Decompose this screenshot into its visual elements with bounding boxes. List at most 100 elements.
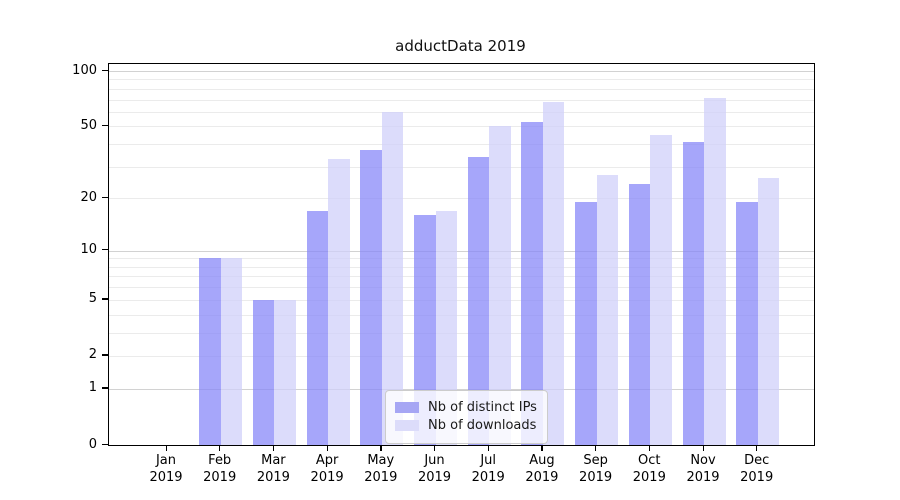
bar-downloads <box>435 210 457 445</box>
y-tick-mark <box>101 354 108 356</box>
gridline-minor <box>109 111 814 113</box>
x-tick-mark <box>272 445 275 452</box>
x-tick-year: 2019 <box>149 469 183 485</box>
gridline-minor <box>109 276 814 278</box>
y-tick-label: 2 <box>88 347 97 363</box>
bar-downloads <box>381 111 404 445</box>
x-tick-label: Nov 2019 <box>671 453 735 486</box>
x-tick-label: Mar 2019 <box>241 453 305 486</box>
gridline-minor <box>109 88 814 90</box>
legend-label-distinct-ips: Nb of distinct IPs <box>428 400 537 415</box>
y-tick-label: 1 <box>88 380 97 396</box>
x-tick-year: 2019 <box>525 469 559 485</box>
gridline-minor <box>109 258 814 260</box>
y-tick-label: 20 <box>80 189 97 205</box>
gridline-minor <box>109 287 814 289</box>
y-tick-mark <box>101 124 108 127</box>
gridline-minor <box>109 266 814 268</box>
gridline-minor <box>109 126 814 128</box>
x-tick-mark <box>380 445 382 452</box>
y-tick-label: 5 <box>88 291 97 307</box>
x-tick-month: Aug <box>529 453 555 468</box>
x-tick-label: Jun 2019 <box>403 453 467 486</box>
x-tick-label: Oct 2019 <box>617 453 681 486</box>
y-tick-label: 0 <box>88 436 97 452</box>
x-tick-year: 2019 <box>417 469 452 485</box>
bar-downloads <box>650 134 672 445</box>
bar-distinct-ips <box>628 184 651 445</box>
gridline-minor <box>109 166 814 168</box>
x-tick-year: 2019 <box>686 469 720 485</box>
x-tick-month: Dec <box>744 453 770 468</box>
y-tick-mark <box>101 387 108 389</box>
bar-downloads <box>542 101 565 445</box>
x-tick-mark <box>541 445 543 452</box>
gridline-minor <box>109 332 814 334</box>
y-tick-mark <box>101 196 108 199</box>
plot-area: Nb of distinct IPs Nb of downloads <box>108 63 815 446</box>
bar-downloads <box>220 258 243 445</box>
y-tick-label: 50 <box>80 117 97 133</box>
y-tick-mark <box>101 443 108 445</box>
x-tick-year: 2019 <box>579 469 613 485</box>
x-tick-year: 2019 <box>471 469 505 485</box>
x-tick-month: Feb <box>208 453 232 468</box>
x-tick-mark <box>595 445 597 452</box>
gridline-major <box>109 250 814 252</box>
x-tick-label: Feb 2019 <box>188 453 252 486</box>
bar-distinct-ips <box>467 156 490 445</box>
bar-downloads <box>274 299 296 445</box>
x-tick-mark <box>165 445 167 452</box>
x-tick-label: May 2019 <box>349 453 413 486</box>
x-tick-mark <box>326 445 328 452</box>
bar-downloads <box>757 177 780 445</box>
x-tick-label: Aug 2019 <box>510 453 574 486</box>
x-tick-mark <box>702 445 704 452</box>
x-tick-year: 2019 <box>256 469 290 485</box>
bar-distinct-ips <box>306 210 329 445</box>
x-tick-label: Jul 2019 <box>456 453 520 486</box>
bar-downloads <box>489 126 511 445</box>
legend: Nb of distinct IPs Nb of downloads <box>385 390 548 444</box>
gridline-minor <box>109 79 814 81</box>
x-tick-month: Jun <box>424 453 445 468</box>
x-tick-label: Jan 2019 <box>134 453 198 486</box>
x-tick-month: May <box>367 453 395 468</box>
chart-title: adductData 2019 <box>395 37 526 55</box>
legend-swatch-downloads <box>395 420 419 431</box>
x-tick-mark <box>756 445 758 452</box>
gridline-minor <box>109 198 814 200</box>
bar-distinct-ips <box>682 142 704 445</box>
y-tick-label: 10 <box>80 242 97 258</box>
bar-downloads <box>596 174 619 445</box>
y-tick-mark <box>101 249 108 251</box>
x-tick-year: 2019 <box>364 469 398 485</box>
bar-distinct-ips <box>360 150 382 445</box>
x-tick-mark <box>487 445 489 452</box>
x-tick-label: Apr 2019 <box>295 453 359 486</box>
bar-distinct-ips <box>414 215 436 445</box>
x-tick-year: 2019 <box>632 469 666 485</box>
x-tick-month: Jul <box>480 453 497 468</box>
x-tick-month: Nov <box>690 453 716 468</box>
bar-distinct-ips <box>736 202 758 445</box>
legend-label-downloads: Nb of downloads <box>428 418 537 433</box>
gridline-minor <box>109 99 814 101</box>
y-tick-mark <box>101 69 108 71</box>
x-tick-mark <box>219 445 221 452</box>
legend-item-distinct-ips: Nb of distinct IPs <box>395 400 537 415</box>
gridline-minor <box>109 314 814 316</box>
x-tick-year: 2019 <box>203 469 237 485</box>
gridline-minor <box>109 299 814 301</box>
x-tick-month: Mar <box>261 453 286 468</box>
y-tick-label: 100 <box>72 62 97 78</box>
bar-distinct-ips <box>199 258 221 445</box>
bar-downloads <box>704 98 726 445</box>
legend-swatch-distinct-ips <box>395 402 419 413</box>
y-tick-mark <box>101 298 108 300</box>
bar-distinct-ips <box>575 202 597 445</box>
gridline-minor <box>109 355 814 357</box>
x-tick-month: Apr <box>315 453 339 468</box>
x-tick-year: 2019 <box>310 469 344 485</box>
